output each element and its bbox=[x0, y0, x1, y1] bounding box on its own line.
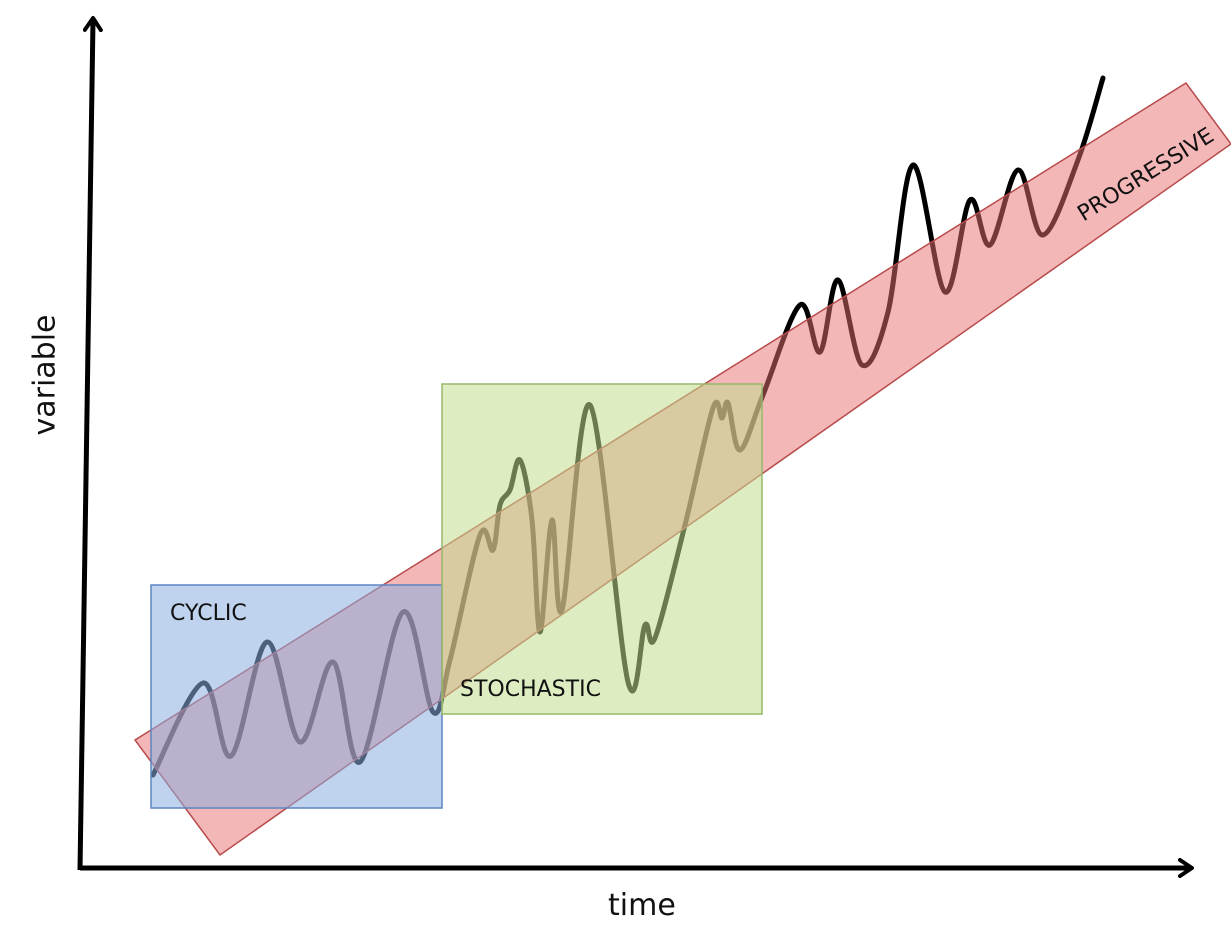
x-axis-label: time bbox=[608, 888, 676, 923]
y-axis-label: variable bbox=[27, 314, 63, 436]
cyclic-label: CYCLIC bbox=[170, 601, 247, 626]
stochastic-label: STOCHASTIC bbox=[460, 677, 601, 702]
y-axis bbox=[77, 16, 103, 871]
stochastic-box bbox=[441, 383, 763, 715]
cyclic-box bbox=[150, 584, 443, 809]
